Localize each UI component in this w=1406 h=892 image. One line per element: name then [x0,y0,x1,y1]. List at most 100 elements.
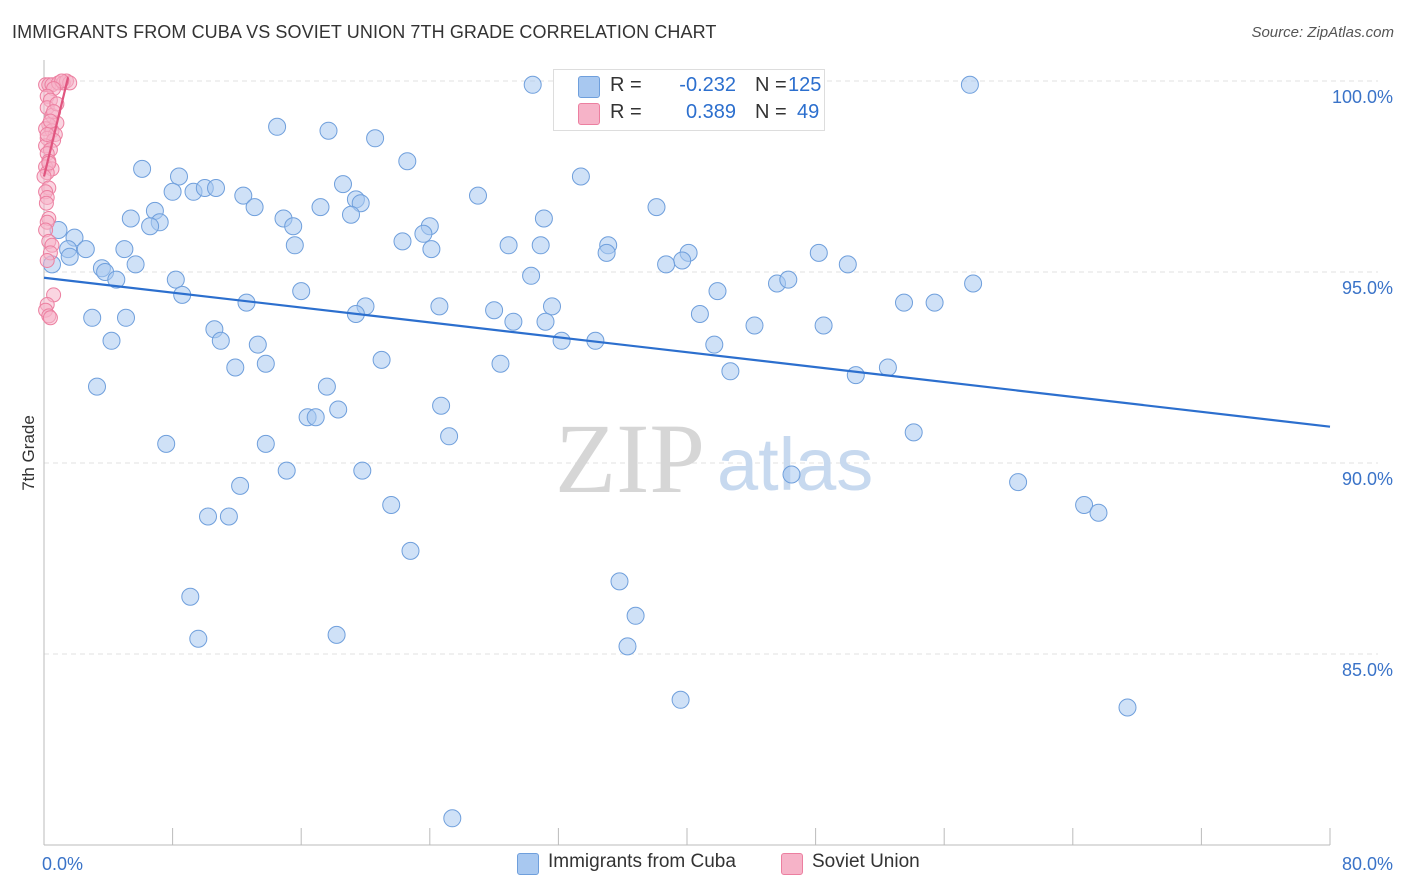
point-cuba [277,461,296,480]
point-cuba [1009,473,1028,492]
point-cuba [248,335,267,354]
point-cuba [485,301,504,320]
legend-row-soviet: R = 0.389 N = 49 [578,101,828,125]
point-cuba [708,282,727,301]
point-cuba [284,217,303,236]
point-cuba [673,251,692,270]
point-cuba [126,255,145,274]
point-cuba [268,117,287,136]
legend-r-label: R = [610,101,642,123]
y-tick-label: 85.0% [1342,660,1393,680]
legend-n-label: N = [755,101,787,123]
point-cuba [401,541,420,560]
point-cuba [334,175,352,194]
point-cuba [838,255,857,274]
point-cuba [329,400,348,419]
point-cuba [76,240,95,259]
point-cuba [83,308,102,327]
point-cuba [440,427,459,446]
point-cuba [115,240,134,259]
point-cuba [1089,503,1108,522]
point-cuba [414,224,433,243]
point-cuba [846,366,865,385]
point-cuba [647,198,666,217]
legend-swatch-soviet [578,103,600,125]
point-cuba [964,274,983,293]
point-cuba [219,507,238,526]
point-cuba [189,629,208,648]
point-cuba [534,209,553,228]
y-tick-label: 95.0% [1342,278,1393,298]
point-cuba [163,182,182,201]
trend-lines [42,76,1331,428]
point-cuba [504,312,523,331]
point-cuba [256,354,275,373]
point-cuba [779,270,798,289]
point-cuba [809,243,828,262]
point-cuba [372,350,391,369]
point-cuba [121,209,140,228]
legend-r-value-cuba: -0.232 [679,74,736,96]
point-cuba [1075,496,1094,514]
point-cuba [393,232,412,251]
point-cuba [398,152,417,171]
point-cuba [626,606,645,625]
point-soviet [39,253,55,268]
point-cuba [141,217,160,236]
stats-legend: R = -0.232 N = 125 R = 0.389 N = 49 [553,69,825,131]
chart-title: IMMIGRANTS FROM CUBA VS SOVIET UNION 7TH… [12,22,717,42]
point-cuba [157,434,176,453]
point-cuba [351,194,370,213]
point-cuba [571,167,590,186]
point-cuba [422,240,441,259]
point-cuba [536,312,555,331]
point-cuba [522,266,541,285]
point-cuba [531,236,550,255]
point-cuba [181,587,200,606]
point-cuba [292,282,311,301]
legend-row-cuba: R = -0.232 N = 125 [578,74,828,98]
y-tick-label: 90.0% [1342,469,1393,489]
x-tick-label: 0.0% [42,854,83,874]
point-cuba [319,121,338,140]
point-cuba [342,205,360,224]
point-cuba [690,305,709,323]
point-cuba [432,396,451,415]
x-tick-label: 80.0% [1342,854,1393,874]
legend-r-label: R = [610,74,642,96]
point-cuba [1118,698,1137,717]
point-cuba [925,293,944,312]
point-cuba [117,308,135,327]
point-cuba [133,159,152,178]
data-points [36,73,1137,828]
y-tick-label: 100.0% [1332,87,1393,107]
point-cuba [610,572,629,591]
bottom-legend-label-cuba: Immigrants from Cuba [548,851,736,872]
point-cuba [327,625,346,644]
bottom-legend-swatch-cuba [517,853,539,875]
point-cuba [366,129,385,148]
point-cuba [60,247,79,266]
watermark-zip: ZIP [555,403,705,514]
point-cuba [207,179,225,197]
point-cuba [306,408,325,427]
axis-labels: 100.0% 95.0% 90.0% 85.0% 0.0% 80.0% 7th Grade [19,87,1393,874]
point-cuba [618,637,637,656]
point-cuba [721,362,740,381]
point-cuba [960,75,979,94]
point-cuba [231,476,250,495]
point-cuba [904,423,923,442]
legend-n-label: N = [755,74,787,96]
point-cuba [245,198,264,217]
point-cuba [895,293,913,312]
point-cuba [543,297,561,316]
point-cuba [226,358,245,377]
y-axis-label: 7th Grade [19,415,38,491]
point-cuba [166,270,185,289]
legend-n-value-soviet: 49 [797,101,820,123]
point-cuba [430,297,449,316]
bottom-legend-swatch-soviet [781,853,803,875]
point-cuba [102,331,121,350]
legend-r-value-soviet: 0.389 [685,101,736,123]
